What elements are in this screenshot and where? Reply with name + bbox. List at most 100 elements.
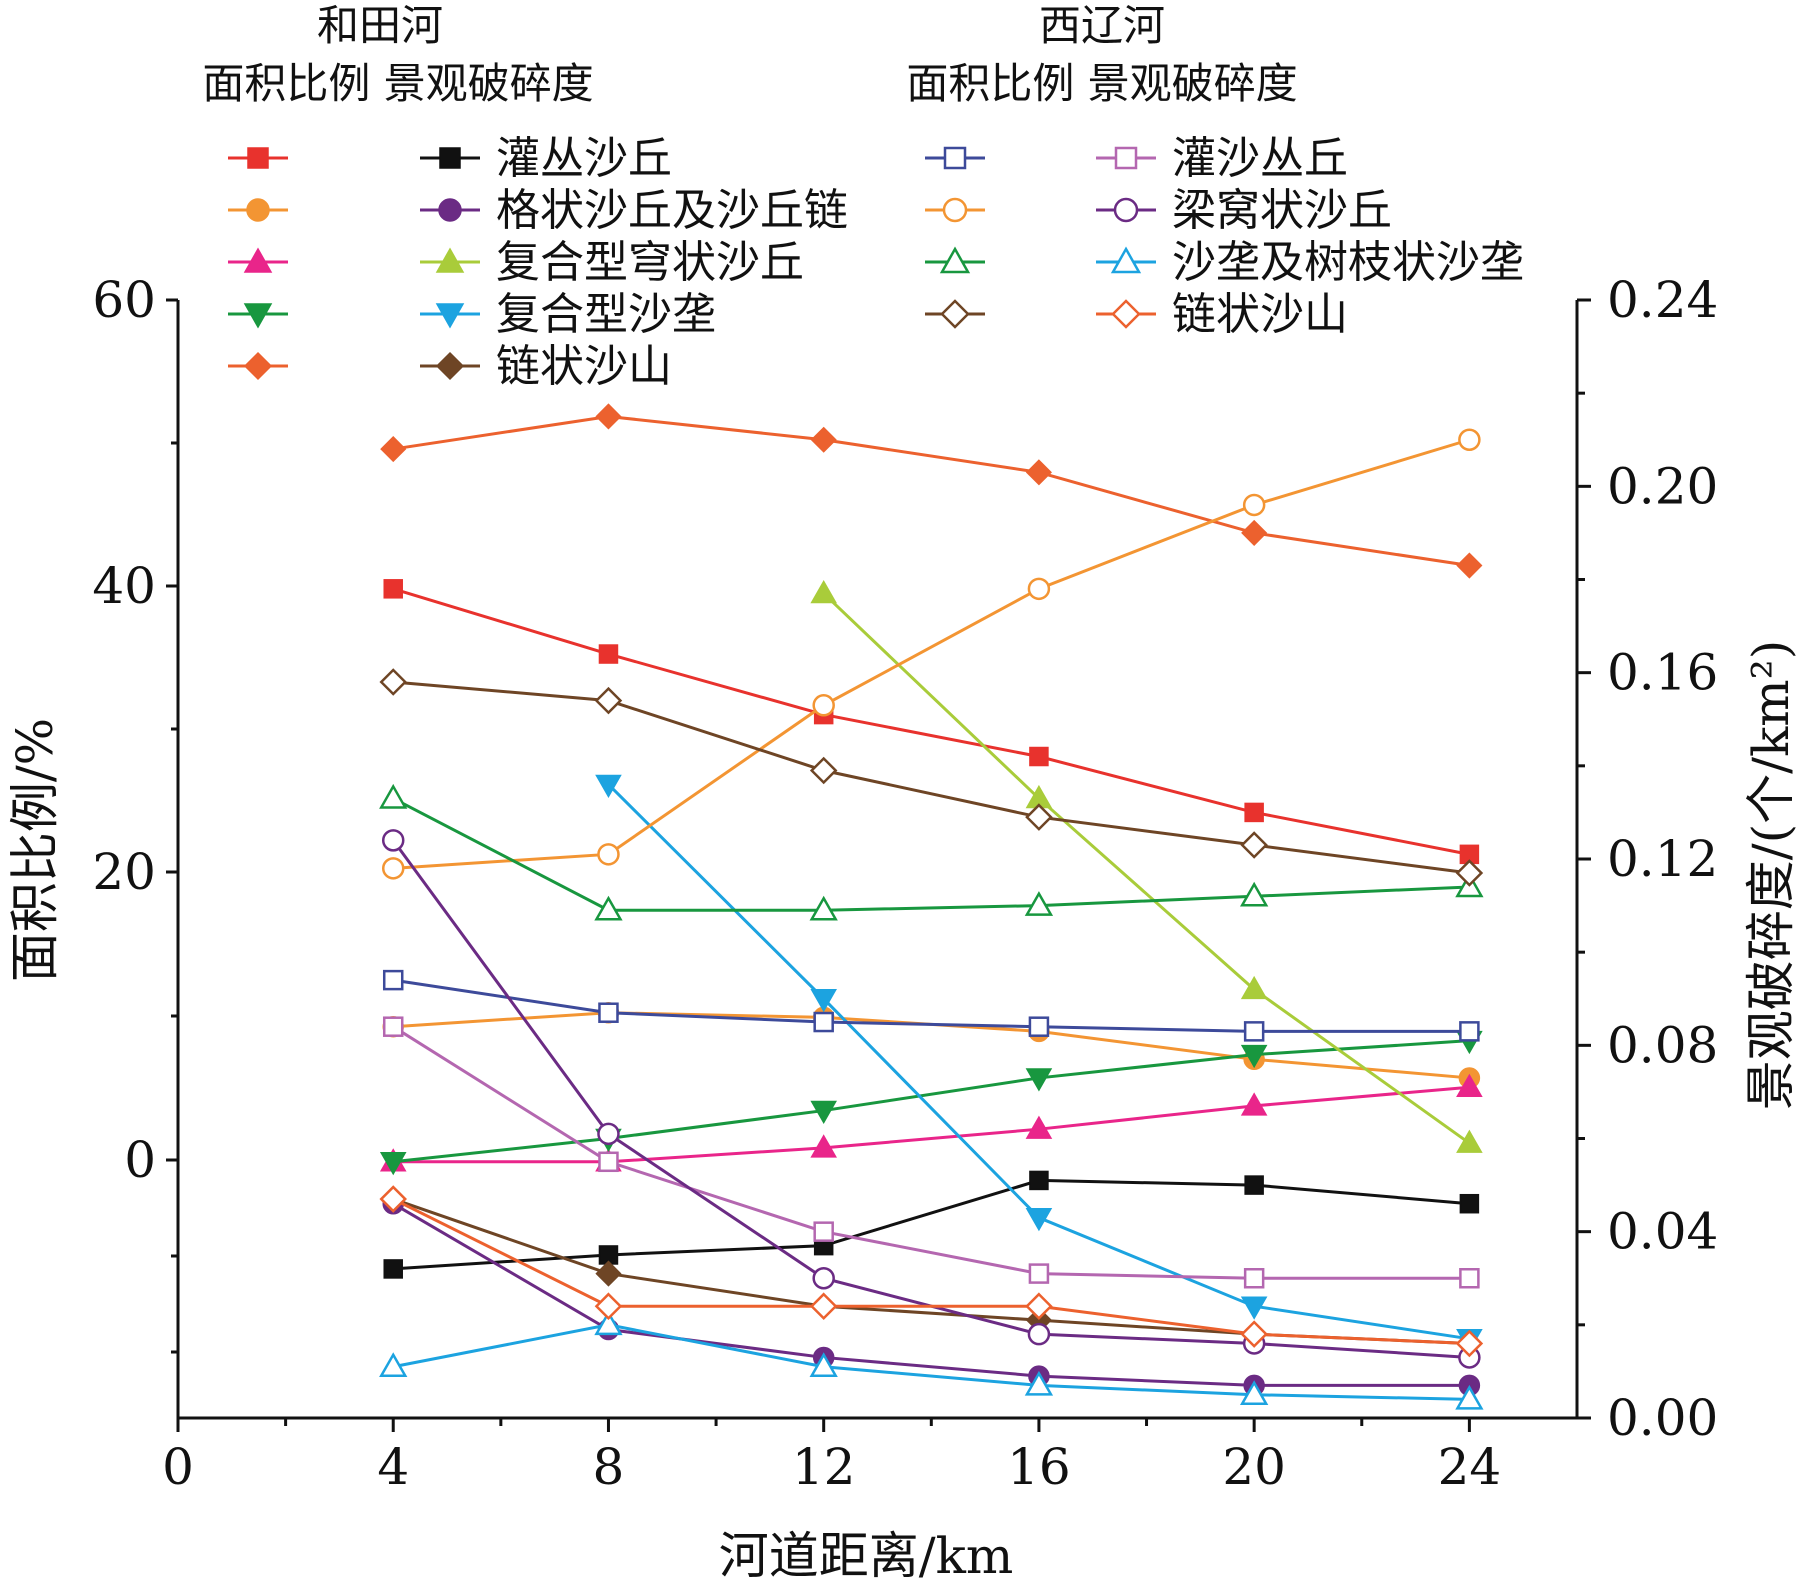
x-tick-label: 4	[377, 1438, 409, 1496]
data-point	[1029, 1170, 1049, 1191]
data-point	[1240, 1296, 1268, 1320]
legend-label-hetian: 格状沙丘及沙丘链	[496, 185, 848, 236]
series-line	[393, 680, 1470, 875]
data-point	[379, 783, 408, 809]
series-line	[393, 1039, 1470, 1164]
x-tick-label: 24	[1438, 1438, 1502, 1496]
data-point	[813, 1011, 834, 1033]
data-point	[1455, 1384, 1484, 1410]
series-3	[379, 1030, 1483, 1176]
data-point	[1239, 881, 1269, 907]
legend-swatch-marker	[943, 146, 967, 170]
y-right-tick-label: 0.00	[1607, 1389, 1718, 1447]
legend-label-hetian: 链状沙山	[496, 341, 672, 392]
data-point	[380, 436, 407, 463]
legend-swatch-marker	[1111, 299, 1141, 329]
x-tick-label: 16	[1007, 1438, 1071, 1496]
data-point	[1025, 1207, 1053, 1232]
legend-swatch-marker	[940, 299, 970, 329]
series-1	[382, 1001, 1481, 1089]
axis-titles: 河道距离/km 面积比例/% 景观破碎度/(个/km²)	[6, 640, 1800, 1583]
data-point	[379, 668, 407, 696]
series-line	[393, 978, 1470, 1033]
data-point	[1025, 459, 1052, 486]
series-line	[393, 414, 1470, 568]
series-line	[822, 592, 1471, 1145]
data-point	[379, 1352, 408, 1378]
y-left-tick-label: 0	[124, 1131, 156, 1189]
x-axis-title: 河道距离/km	[719, 1527, 1014, 1583]
data-point	[1240, 831, 1268, 859]
series-13	[379, 668, 1484, 887]
data-point	[382, 969, 404, 991]
legend-swatch-marker	[435, 303, 465, 329]
series-4	[380, 403, 1483, 579]
data-point	[1027, 1322, 1051, 1346]
data-point	[381, 857, 405, 880]
legend-label-hetian: 灌丛沙丘	[496, 133, 672, 184]
data-point	[383, 579, 403, 599]
series-12	[379, 783, 1484, 921]
data-point	[1459, 1193, 1480, 1214]
data-point	[381, 829, 405, 852]
legend-label-xiliao: 链状沙山	[1172, 289, 1348, 340]
data-point	[594, 895, 623, 921]
legend-swatch-marker	[247, 147, 269, 169]
series-15	[381, 829, 1481, 1369]
legend-label-hetian: 复合型沙垄	[496, 289, 716, 340]
data-point	[1028, 1016, 1050, 1037]
series-11	[381, 428, 1481, 880]
data-point	[595, 403, 622, 430]
series-line	[392, 1323, 1470, 1401]
data-point	[1025, 1115, 1053, 1139]
legend-swatch-marker	[243, 247, 273, 273]
data-point	[1241, 519, 1268, 546]
series-line	[607, 783, 1470, 1341]
y-left-tick-label: 60	[92, 271, 156, 329]
series-line	[393, 1011, 1470, 1080]
legend-swatch-marker	[1114, 146, 1138, 170]
legend-label-xiliao: 沙垄及树枝状沙垄	[1172, 237, 1524, 288]
data-point	[383, 1259, 403, 1279]
data-point	[813, 1221, 834, 1242]
data-point	[812, 694, 835, 717]
x-tick-label: 8	[593, 1438, 625, 1496]
data-point	[598, 1151, 619, 1173]
data-point	[594, 686, 623, 715]
legend-swatch-marker	[243, 303, 273, 329]
data-point	[1456, 1073, 1483, 1098]
data-point	[810, 1100, 837, 1125]
series-line	[392, 587, 1470, 856]
data-point	[812, 1267, 835, 1290]
data-point	[382, 1016, 404, 1037]
data-point	[1456, 1129, 1483, 1153]
series-16	[379, 1310, 1484, 1410]
data-point	[1244, 802, 1264, 823]
y-right-tick-label: 0.04	[1607, 1203, 1718, 1261]
data-point	[1029, 746, 1049, 767]
legend-swatch-marker	[435, 247, 465, 273]
data-point	[809, 895, 838, 921]
series-0	[383, 579, 1480, 865]
data-point	[1240, 1320, 1268, 1348]
legend-title-hetian: 和田河	[317, 1, 443, 50]
axes: 0 4 8 12 16 20 24 0 20 40 60 0.00 0.04 0.08 0.12 0.16 0.…	[92, 271, 1718, 1496]
data-point	[1242, 493, 1266, 517]
series-10	[382, 969, 1480, 1042]
series-14	[382, 1016, 1480, 1289]
data-point	[810, 579, 837, 604]
y-right-tick-label: 0.20	[1607, 457, 1718, 515]
series-line	[392, 1025, 1470, 1280]
y-axis-right-title: 景观破碎度/(个/km²)	[1742, 640, 1800, 1110]
legend-subtitle-xiliao: 面积比例 景观破碎度	[906, 59, 1297, 108]
data-point	[1240, 975, 1268, 1000]
data-point	[598, 644, 619, 664]
data-point	[1240, 1092, 1268, 1116]
series-line	[392, 1197, 1470, 1345]
data-point	[595, 1260, 622, 1287]
legend-label-hetian: 复合型穹状沙丘	[496, 237, 804, 288]
series-line	[392, 1202, 1470, 1387]
data-point	[1239, 1380, 1269, 1405]
legend-swatch-marker	[246, 198, 270, 222]
